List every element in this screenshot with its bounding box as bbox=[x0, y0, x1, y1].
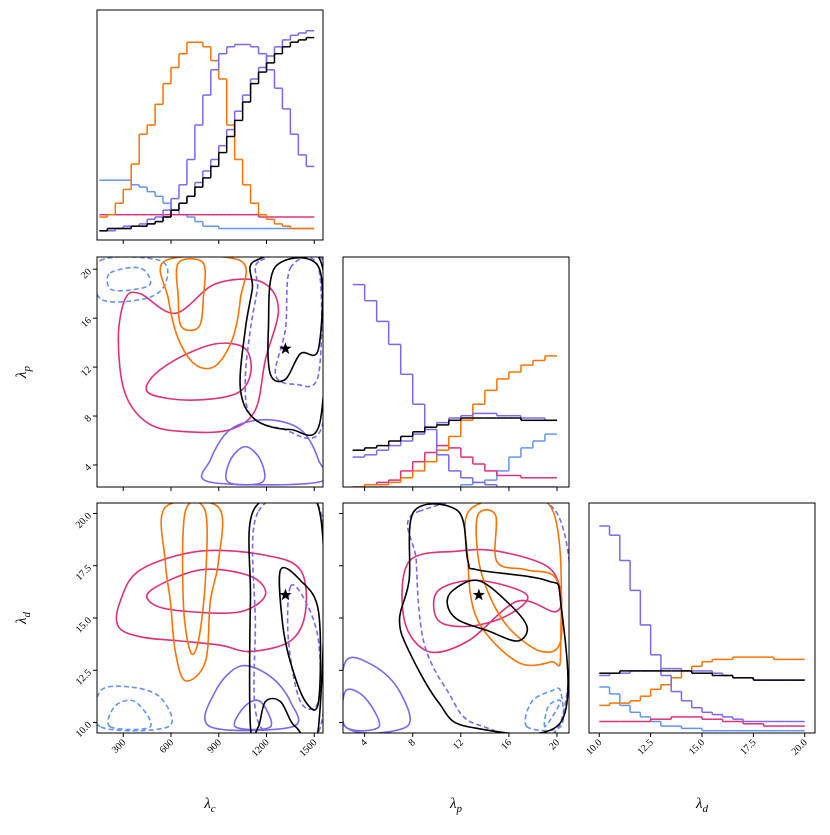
x-tick-label: 300 bbox=[110, 737, 128, 755]
contour bbox=[200, 418, 323, 486]
panel-frame bbox=[96, 256, 324, 488]
contour bbox=[343, 688, 381, 732]
contour bbox=[97, 685, 173, 732]
y-tick-label: 8 bbox=[83, 413, 94, 424]
truth-star bbox=[472, 588, 486, 601]
contour bbox=[278, 566, 322, 711]
contour bbox=[406, 503, 569, 733]
contour bbox=[244, 257, 323, 440]
axis-label-symbol: λ bbox=[14, 371, 30, 379]
panel-frame bbox=[96, 9, 324, 241]
contour bbox=[464, 503, 563, 667]
x-tick-label: 900 bbox=[205, 737, 223, 755]
contour bbox=[343, 656, 411, 733]
axis-label-symbol: λ bbox=[449, 796, 457, 812]
axis-label: λp bbox=[14, 366, 33, 380]
x-tick-label: 600 bbox=[158, 737, 176, 755]
x-tick-label: 20.0 bbox=[790, 737, 810, 757]
panel-frame bbox=[588, 502, 816, 734]
contour bbox=[401, 548, 563, 654]
axis-label-subscript: d bbox=[21, 612, 33, 618]
truth-star bbox=[279, 588, 292, 601]
panel-frame bbox=[342, 256, 570, 488]
contour bbox=[181, 503, 208, 656]
panel bbox=[99, 29, 315, 232]
axis-label-subscript: c bbox=[211, 803, 216, 815]
contour bbox=[398, 503, 569, 733]
contour bbox=[106, 266, 152, 292]
x-tick-label: 15.0 bbox=[687, 737, 707, 757]
contour bbox=[233, 699, 273, 731]
x-tick-label: 1200 bbox=[250, 737, 272, 759]
contour bbox=[204, 664, 300, 732]
axis-label: λc bbox=[203, 796, 216, 815]
panel bbox=[343, 503, 569, 733]
x-tick-label: 16 bbox=[499, 737, 514, 752]
contour bbox=[267, 257, 323, 383]
contour bbox=[274, 257, 323, 388]
x-tick-label: 1500 bbox=[297, 737, 319, 759]
y-tick-label: 20 bbox=[79, 266, 94, 281]
axis-label: λd bbox=[14, 612, 33, 626]
axis-label-symbol: λ bbox=[203, 796, 211, 812]
x-tick-label: 8 bbox=[407, 737, 418, 748]
axis-label-subscript: p bbox=[21, 366, 33, 373]
y-tick-label: 4 bbox=[83, 462, 94, 473]
truth-star bbox=[279, 342, 292, 355]
contour bbox=[160, 503, 224, 682]
axis-label-symbol: λ bbox=[695, 796, 703, 812]
x-tick-label: 4 bbox=[358, 737, 369, 748]
x-tick-label: 17.5 bbox=[738, 737, 758, 757]
contour bbox=[107, 699, 152, 731]
contour bbox=[543, 699, 562, 728]
x-tick-label: 12 bbox=[451, 737, 466, 752]
panel bbox=[599, 525, 805, 732]
panel bbox=[352, 283, 557, 487]
y-tick-label: 20.0 bbox=[74, 511, 94, 531]
panel bbox=[97, 503, 323, 733]
contour bbox=[146, 568, 267, 615]
y-tick-label: 10.0 bbox=[74, 720, 94, 740]
axis-label-subscript: d bbox=[703, 803, 709, 815]
axis-label: λd bbox=[695, 796, 709, 815]
contour bbox=[145, 342, 252, 401]
x-tick-label: 12.5 bbox=[636, 737, 656, 757]
contour bbox=[159, 257, 248, 370]
y-tick-label: 15.0 bbox=[74, 615, 94, 635]
contour bbox=[446, 579, 529, 642]
panel bbox=[97, 257, 323, 486]
y-tick-label: 12.5 bbox=[74, 667, 94, 687]
contour bbox=[248, 503, 323, 733]
contour bbox=[175, 257, 207, 332]
axis-label-symbol: λ bbox=[14, 617, 30, 625]
y-tick-label: 16 bbox=[79, 315, 94, 330]
contour bbox=[115, 549, 308, 653]
y-tick-label: 17.5 bbox=[74, 563, 94, 583]
x-tick-label: 20 bbox=[547, 737, 562, 752]
axis-label: λp bbox=[449, 796, 463, 815]
y-tick-label: 12 bbox=[79, 364, 94, 379]
contour bbox=[239, 257, 323, 436]
contour bbox=[475, 509, 563, 654]
axis-label-subscript: p bbox=[456, 803, 463, 815]
x-tick-label: 10.0 bbox=[584, 737, 604, 757]
contour bbox=[286, 584, 322, 711]
contour bbox=[97, 257, 169, 303]
contour bbox=[225, 445, 266, 486]
